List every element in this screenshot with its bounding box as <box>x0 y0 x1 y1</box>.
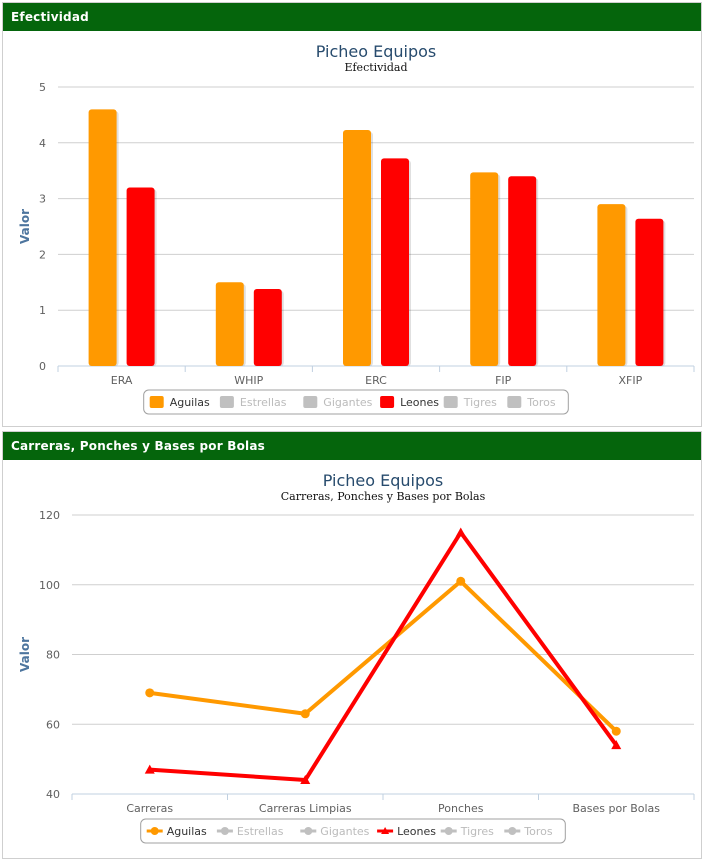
legend-label[interactable]: Estrellas <box>240 396 287 409</box>
legend-label[interactable]: Tigres <box>463 396 497 409</box>
legend-label[interactable]: Tigres <box>460 825 494 838</box>
y-tick-label: 80 <box>46 649 60 662</box>
legend-swatch <box>303 396 318 408</box>
legend-box <box>140 818 566 844</box>
point-leones-2[interactable] <box>455 527 466 537</box>
x-tick-label: Ponches <box>438 802 484 815</box>
legend-circle-marker <box>304 827 313 835</box>
point-leones-0[interactable] <box>144 764 155 774</box>
legend-swatch <box>380 396 395 408</box>
efectividad-panel: Efectividad Picheo Equipos Efectividad 0 1 2… <box>2 2 702 427</box>
legend-swatch <box>443 396 458 408</box>
y-tick-label: 100 <box>39 579 60 592</box>
bar-leones-erc[interactable] <box>381 158 409 366</box>
x-tick-label: FIP <box>495 374 512 387</box>
y-tick-label: 40 <box>46 788 60 801</box>
legend-swatch <box>149 396 164 408</box>
bar-leones-era[interactable] <box>126 187 155 366</box>
bar-aguilas-fip[interactable] <box>470 172 499 366</box>
chart-title: Picheo Equipos <box>323 471 444 490</box>
chart-subtitle: Carreras, Ponches y Bases por Bolas <box>281 490 486 503</box>
legend-item-aguilas[interactable]: Aguilas <box>149 396 210 409</box>
panel-header: Efectividad <box>3 3 701 31</box>
legend: Aguilas Estrellas Gigantes Leones Tigres Toro… <box>143 389 569 415</box>
legend-item-aguilas[interactable]: Aguilas <box>146 825 207 838</box>
legend-item-toros[interactable]: Toros <box>507 396 556 409</box>
series-line-aguilas[interactable] <box>149 579 618 733</box>
legend-item-tigres[interactable]: Tigres <box>440 825 494 838</box>
point-leones-1[interactable] <box>300 775 311 785</box>
legend-item-estrellas[interactable]: Estrellas <box>219 396 287 409</box>
bar-leones-xfip[interactable] <box>635 218 664 366</box>
legend-label[interactable]: Estrellas <box>237 825 284 838</box>
legend-item-estrellas[interactable]: Estrellas <box>216 825 284 838</box>
carreras-panel: Carreras, Ponches y Bases por Bolas Pich… <box>2 431 702 859</box>
legend: Aguilas Estrellas Gigantes Leones Tigres Toro… <box>140 818 566 844</box>
x-tick-label: Carreras <box>126 802 173 815</box>
legend-box <box>143 389 569 415</box>
chart-subtitle: Efectividad <box>344 61 407 74</box>
legend-circle-marker <box>444 827 453 835</box>
bar-aguilas-whip[interactable] <box>215 282 244 366</box>
bar-aguilas-erc[interactable] <box>343 129 371 366</box>
legend-label[interactable]: Toros <box>526 396 556 409</box>
bar-leones-whip[interactable] <box>253 288 282 366</box>
y-tick-label: 2 <box>39 248 46 261</box>
legend-item-gigantes[interactable]: Gigantes <box>303 396 373 409</box>
bar-aguilas-xfip[interactable] <box>597 204 626 366</box>
legend-circle-marker <box>508 827 517 835</box>
point-aguilas-0[interactable] <box>145 688 155 698</box>
bar-leones-fip[interactable] <box>508 176 537 366</box>
panel-header: Carreras, Ponches y Bases por Bolas <box>3 432 701 460</box>
y-tick-label: 120 <box>39 509 60 522</box>
legend-label[interactable]: Leones <box>397 825 436 838</box>
x-tick-label: ERC <box>365 374 387 387</box>
point-leones-3[interactable] <box>611 740 622 750</box>
legend-label[interactable]: Aguilas <box>167 825 207 838</box>
legend-label[interactable]: Gigantes <box>323 396 372 409</box>
legend-item-leones[interactable]: Leones <box>377 825 436 838</box>
legend-circle-marker <box>150 827 159 835</box>
chart-title: Picheo Equipos <box>316 42 437 61</box>
bar-aguilas-era[interactable] <box>88 109 117 366</box>
legend-triangle-marker <box>381 827 390 834</box>
y-tick-label: 1 <box>39 304 46 317</box>
y-axis-label: Valor <box>18 209 32 244</box>
point-aguilas-3[interactable] <box>611 726 621 736</box>
y-tick-label: 60 <box>46 718 60 731</box>
y-axis-label: Valor <box>18 637 32 672</box>
x-tick-label: ERA <box>111 374 133 387</box>
x-tick-label: XFIP <box>619 374 643 387</box>
series-line-leones[interactable] <box>149 530 618 783</box>
legend-item-leones[interactable]: Leones <box>380 396 439 409</box>
y-tick-label: 4 <box>39 137 46 150</box>
x-tick-label: Carreras Limpias <box>259 802 352 815</box>
point-aguilas-1[interactable] <box>300 709 310 719</box>
legend-item-toros[interactable]: Toros <box>504 825 553 838</box>
legend-label[interactable]: Toros <box>523 825 553 838</box>
y-tick-label: 0 <box>39 360 46 373</box>
x-tick-label: Bases por Bolas <box>572 802 660 815</box>
x-tick-label: WHIP <box>234 374 263 387</box>
y-tick-label: 3 <box>39 193 46 206</box>
legend-label[interactable]: Leones <box>400 396 439 409</box>
legend-circle-marker <box>220 827 229 835</box>
y-tick-label: 5 <box>39 81 46 94</box>
legend-label[interactable]: Aguilas <box>170 396 210 409</box>
legend-label[interactable]: Gigantes <box>320 825 369 838</box>
legend-item-tigres[interactable]: Tigres <box>443 396 497 409</box>
legend-swatch <box>507 396 522 408</box>
point-aguilas-2[interactable] <box>456 576 466 586</box>
legend-swatch <box>219 396 234 408</box>
legend-item-gigantes[interactable]: Gigantes <box>300 825 370 838</box>
